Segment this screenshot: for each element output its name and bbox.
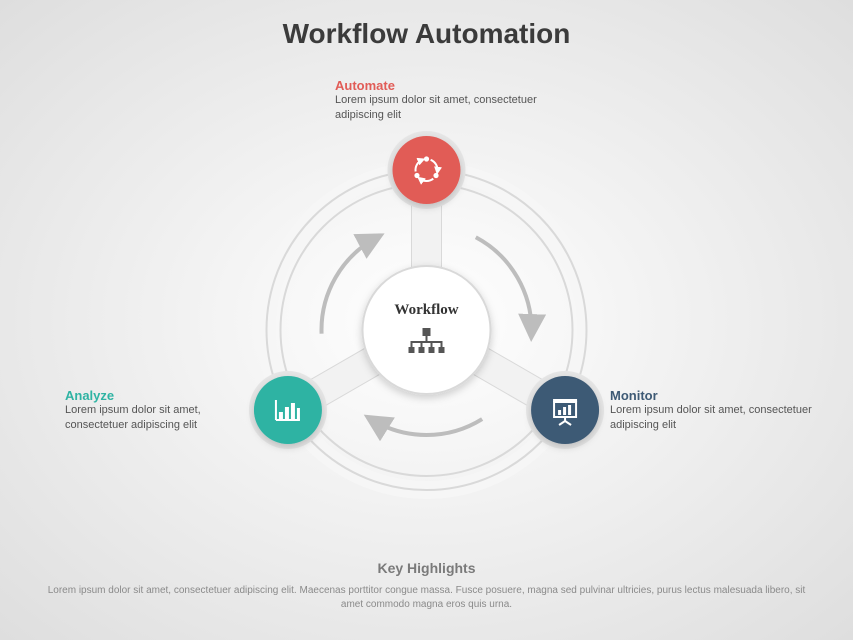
node-automate-text: AutomateLorem ipsum dolor sit amet, cons… xyxy=(335,78,565,123)
highlights-body: Lorem ipsum dolor sit amet, consectetuer… xyxy=(40,584,813,612)
center-label: Workflow xyxy=(394,302,458,318)
node-automate-circle xyxy=(392,136,460,204)
highlights-title: Key Highlights xyxy=(0,560,853,576)
node-monitor-body: Lorem ipsum dolor sit amet, consectetuer… xyxy=(610,403,820,433)
node-monitor-text: MonitorLorem ipsum dolor sit amet, conse… xyxy=(610,388,820,433)
node-analyze-text: AnalyzeLorem ipsum dolor sit amet, conse… xyxy=(65,388,245,433)
page-root: Workflow Automation Workflow AutomateLor… xyxy=(0,0,853,640)
node-analyze-title: Analyze xyxy=(65,388,245,403)
node-monitor-title: Monitor xyxy=(610,388,820,403)
cycle-arrow xyxy=(370,419,481,435)
node-analyze-body: Lorem ipsum dolor sit amet, consectetuer… xyxy=(65,403,245,433)
node-automate-title: Automate xyxy=(335,78,565,93)
node-automate-body: Lorem ipsum dolor sit amet, consectetuer… xyxy=(335,93,565,123)
